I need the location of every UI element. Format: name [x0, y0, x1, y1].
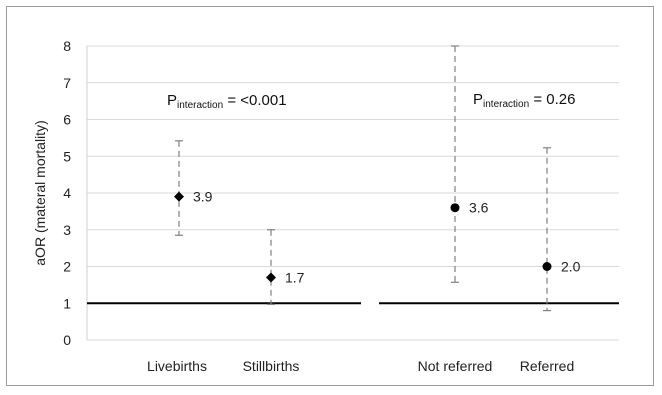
y-tick-label: 7: [63, 75, 71, 91]
y-tick-label: 3: [63, 222, 71, 238]
diamond-marker: [174, 191, 184, 202]
y-tick-label: 0: [63, 332, 71, 348]
data-labels: 3.9 1.7 3.6 2.0: [193, 189, 581, 286]
diamond-marker: [266, 272, 276, 283]
y-axis-ticks: 0 1 2 3 4 5 6 7 8: [63, 38, 71, 348]
data-label: 1.7: [285, 270, 305, 286]
category-labels: Livebirths Stillbirths Not referred Referre…: [147, 358, 574, 374]
forest-plot: 0 1 2 3 4 5 6 7 8 3.9 1.7 3.6 2.0 Livebirths Stillbi…: [32, 38, 619, 374]
y-tick-label: 2: [63, 259, 71, 275]
category-label: Referred: [520, 358, 574, 374]
y-tick-label: 6: [63, 112, 71, 128]
y-tick-label: 1: [63, 295, 71, 311]
gridlines: [86, 45, 619, 341]
chart-frame: 0 1 2 3 4 5 6 7 8 3.9 1.7 3.6 2.0 Livebirths Stillbi…: [6, 6, 654, 386]
p-interaction-annotation: Pinteraction = 0.26: [473, 91, 575, 110]
error-bars: [175, 45, 551, 312]
circle-marker: [450, 203, 460, 213]
category-label: Livebirths: [147, 358, 207, 374]
interaction-annotations: Pinteraction = <0.001 Pinteraction = 0.26: [167, 91, 575, 111]
y-axis-label: aOR (materal mortality): [32, 120, 48, 265]
y-tick-label: 8: [63, 38, 71, 54]
data-label: 3.9: [193, 189, 213, 205]
p-interaction-annotation: Pinteraction = <0.001: [167, 92, 287, 111]
data-label: 3.6: [469, 200, 489, 216]
category-label: Stillbirths: [243, 358, 300, 374]
circle-marker: [542, 262, 552, 271]
y-tick-label: 5: [63, 148, 71, 164]
category-label: Not referred: [418, 358, 493, 374]
y-tick-label: 4: [63, 185, 71, 201]
data-markers: [174, 191, 552, 283]
data-label: 2.0: [561, 259, 581, 275]
